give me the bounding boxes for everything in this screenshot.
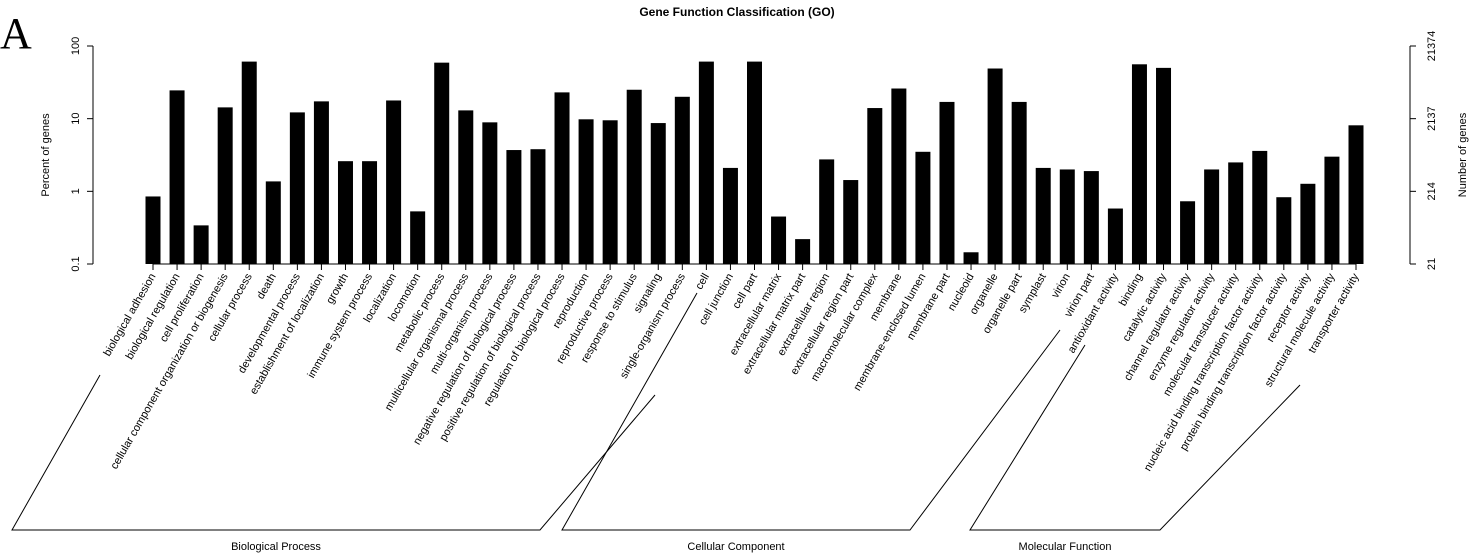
bar: [1156, 67, 1172, 264]
bar: [795, 239, 811, 264]
group-bracket: [11, 374, 656, 531]
bar: [602, 120, 618, 264]
bar: [1011, 101, 1027, 264]
panel-label: A: [0, 9, 32, 58]
bar: [963, 252, 979, 264]
bar: [169, 90, 185, 264]
group-bracket: [969, 344, 1301, 531]
bar: [1204, 169, 1220, 264]
group-label: Biological Process: [231, 541, 321, 553]
bar: [1324, 156, 1340, 264]
bar: [915, 151, 931, 264]
bar: [1131, 64, 1147, 264]
group-label: Cellular Component: [687, 541, 784, 553]
bar: [1083, 171, 1099, 264]
y-tick-label: 100: [70, 37, 82, 55]
bar: [1228, 162, 1244, 264]
bar: [458, 110, 474, 264]
bar: [1035, 167, 1051, 264]
bar: [819, 159, 835, 264]
bar: [578, 119, 594, 265]
bar: [530, 149, 546, 264]
bar: [145, 196, 161, 264]
chart-title: Gene Function Classification (GO): [639, 5, 834, 19]
bar: [867, 108, 883, 264]
bar: [650, 123, 666, 264]
bar: [386, 100, 402, 264]
bar: [434, 62, 450, 264]
bar: [698, 61, 714, 264]
bar: [1107, 208, 1123, 264]
y2-tick-label: 2137: [1426, 106, 1438, 130]
y2-axis-label: Number of genes: [1457, 112, 1469, 197]
bar: [410, 211, 426, 264]
x-tick-label: virion: [1049, 272, 1073, 301]
bar: [241, 61, 257, 264]
x-tick-label: cell: [693, 272, 712, 292]
bar: [337, 161, 353, 264]
y-tick-label: 1: [70, 188, 82, 194]
bar: [987, 68, 1003, 264]
bar: [1348, 125, 1364, 264]
bar: [939, 101, 955, 264]
bar: [1252, 150, 1268, 264]
bar: [313, 101, 329, 264]
y-axis-label: Percent of genes: [40, 113, 52, 197]
bar: [1300, 183, 1316, 264]
y2-tick-label: 21374: [1426, 31, 1438, 62]
x-tick-label: cellular component organization or bioge…: [108, 271, 231, 471]
bar: [193, 225, 209, 264]
bar: [217, 107, 233, 265]
bar: [771, 216, 787, 264]
bar: [265, 181, 281, 264]
y2-tick-label: 21: [1426, 258, 1438, 270]
bar: [362, 161, 378, 264]
bar: [506, 150, 522, 264]
bar: [1180, 201, 1196, 264]
x-tick-label: death: [255, 272, 279, 302]
bar: [722, 167, 738, 264]
bar: [843, 180, 859, 264]
bar: [747, 61, 762, 264]
bar: [891, 88, 907, 265]
group-label: Molecular Function: [1019, 541, 1112, 553]
bar: [674, 96, 690, 265]
bar: [554, 92, 570, 265]
bar: [1276, 197, 1292, 264]
y-tick-label: 10: [70, 113, 82, 125]
y-tick-label: 0.1: [70, 256, 82, 271]
bar: [1059, 169, 1075, 264]
bar: [289, 112, 305, 265]
group-bracket: [561, 292, 1061, 531]
bar: [626, 89, 642, 264]
bar: [482, 122, 498, 264]
y2-tick-label: 214: [1426, 182, 1438, 200]
